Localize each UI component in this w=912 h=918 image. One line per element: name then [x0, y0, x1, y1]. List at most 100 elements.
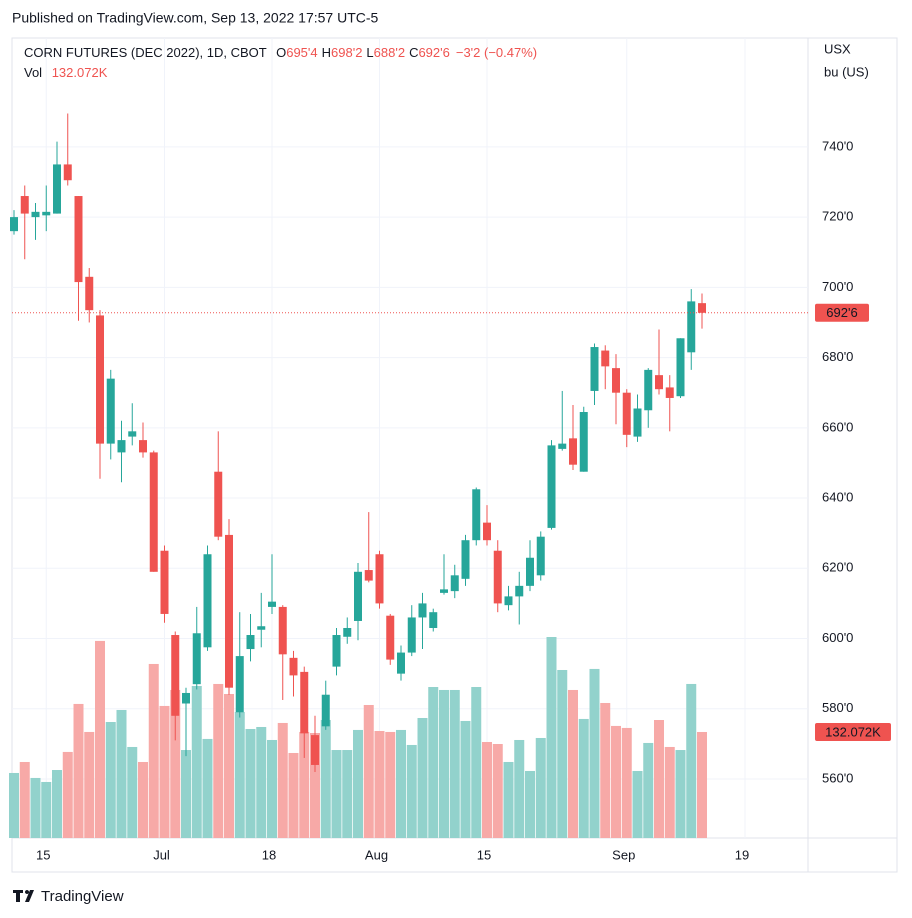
candle-body	[171, 635, 180, 716]
volume-bar	[374, 730, 385, 838]
candle-body	[117, 440, 126, 453]
x-tick-label: Jul	[153, 847, 170, 862]
candle-body	[536, 536, 545, 576]
y-tick-label: 700'0	[822, 279, 853, 294]
candle-body	[106, 378, 115, 444]
candle-body	[246, 635, 255, 650]
plot-area	[9, 38, 808, 838]
candle-body	[504, 596, 513, 606]
y-tick-label: 580'0	[822, 700, 853, 715]
y-tick-label: 740'0	[822, 138, 853, 153]
volume-bar	[148, 663, 159, 838]
x-tick-label: 15	[477, 847, 491, 862]
volume-bar	[589, 668, 600, 838]
volume-bar	[224, 693, 234, 838]
candle-body	[633, 408, 642, 437]
candle-body	[53, 164, 61, 214]
candle-body	[257, 626, 266, 630]
volume-bar	[535, 737, 546, 838]
volume-bar	[385, 731, 396, 838]
volume-bar	[84, 731, 95, 838]
volume-bar	[41, 781, 52, 838]
volume-bar	[105, 722, 116, 838]
candle-body	[31, 211, 40, 218]
volume-bar	[159, 705, 170, 838]
ohlc-key: L	[366, 45, 373, 60]
volume-bar	[202, 738, 213, 838]
last-price-box	[815, 303, 869, 322]
candle-body	[622, 392, 631, 435]
candle-body	[472, 489, 481, 541]
y-tick-label: 680'0	[822, 349, 853, 364]
published-note: Published on TradingView.com, Sep 13, 20…	[12, 10, 379, 26]
volume-bar	[568, 689, 578, 838]
logo	[13, 890, 34, 902]
volume-value: 132.072K	[52, 65, 108, 80]
candle-body	[321, 694, 330, 727]
volume-bar	[664, 746, 675, 838]
volume-bar	[191, 685, 202, 838]
volume-bar	[460, 720, 471, 838]
volume-bar	[654, 720, 664, 838]
candle-body	[300, 671, 309, 734]
candle-body	[74, 196, 83, 283]
volume-bar	[492, 744, 503, 838]
candle-body	[687, 301, 696, 353]
candle-body	[343, 627, 352, 637]
legend-symbol: CORN FUTURES (DEC 2022), 1D, CBOT	[24, 45, 267, 60]
candle-body	[644, 369, 653, 411]
candle-body	[547, 445, 556, 528]
unit-line-1: USX	[824, 41, 851, 56]
volume-bar	[525, 770, 535, 838]
volume-bar	[697, 731, 707, 838]
x-tick-label: 18	[262, 847, 276, 862]
volume-bar	[482, 741, 492, 838]
volume-bar	[439, 689, 449, 838]
candle-body	[601, 350, 610, 367]
candle-body	[558, 443, 567, 449]
volume-bar	[277, 722, 288, 838]
legend-line: CORN FUTURES (DEC 2022), 1D, CBOT O695'4…	[24, 45, 537, 60]
volume-bar	[546, 637, 557, 838]
volume-bar	[267, 739, 277, 838]
volume-key: Vol	[24, 65, 42, 80]
unit-line-2: bu (US)	[824, 64, 869, 79]
volume-bar	[320, 720, 331, 838]
ohlc-value: 692'6	[418, 45, 449, 60]
candle-body	[418, 603, 427, 618]
candle-body	[612, 368, 620, 393]
candle-body	[160, 550, 169, 614]
volume-bar	[256, 726, 267, 838]
volume-bar	[234, 711, 245, 838]
y-tick-label: 560'0	[822, 770, 853, 785]
y-tick-label: 640'0	[822, 489, 853, 504]
candle-body	[42, 211, 51, 216]
volume-bar	[396, 729, 406, 838]
volume-bar	[30, 777, 41, 838]
candle-body	[440, 589, 448, 593]
candle-body	[332, 635, 341, 667]
y-tick-label: 720'0	[822, 209, 853, 224]
volume-bar	[19, 761, 30, 838]
volume-bar	[428, 687, 439, 838]
candle-body	[364, 570, 373, 581]
volume-bar	[621, 727, 632, 838]
volume-bar	[127, 746, 138, 838]
candle-body	[96, 315, 104, 444]
candle-body	[235, 656, 244, 713]
x-tick-label: Aug	[365, 847, 388, 862]
candle-body	[461, 540, 470, 579]
candle-body	[655, 375, 663, 390]
candle-body	[289, 657, 298, 676]
ohlc-value: 688'2	[374, 45, 405, 60]
candle-body	[85, 276, 94, 311]
candle-body	[20, 196, 29, 214]
x-tick-label: 19	[735, 847, 749, 862]
candle-body	[676, 338, 685, 397]
candle-body	[139, 440, 147, 453]
candle-body	[149, 452, 158, 572]
candle-body	[579, 412, 588, 472]
x-tick-label: Sep	[612, 847, 635, 862]
